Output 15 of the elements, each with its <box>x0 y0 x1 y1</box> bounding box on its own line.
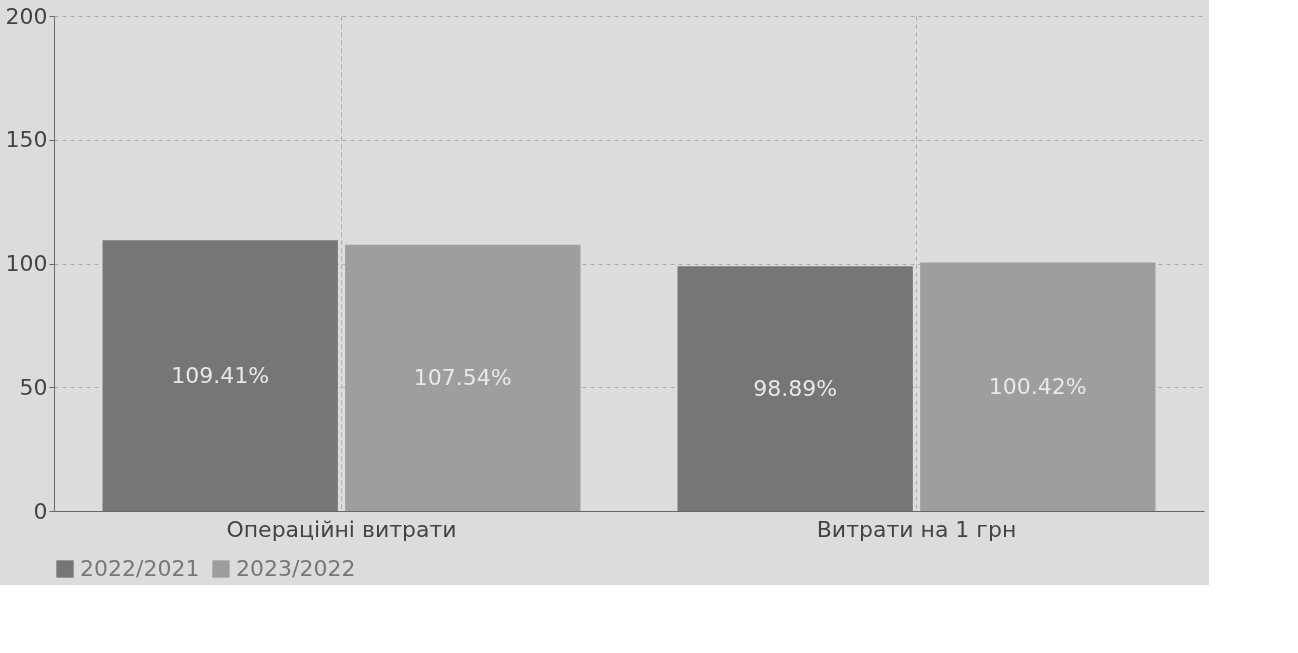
x-tick-label: Операційні витрати <box>226 516 457 542</box>
legend-label: 2023/2022 <box>236 556 356 581</box>
bar <box>677 266 913 511</box>
y-tick-label: 0 <box>33 498 48 524</box>
y-tick-label: 150 <box>5 127 48 153</box>
data-label: 109.41% <box>171 362 270 388</box>
y-tick-label: 200 <box>5 3 48 29</box>
data-label: 100.42% <box>988 373 1087 399</box>
y-tick-label: 50 <box>19 374 48 400</box>
legend-label: 2022/2021 <box>80 556 200 581</box>
x-tick-label: Витрати на 1 грн <box>816 516 1017 542</box>
data-label: 98.89% <box>753 375 838 401</box>
data-label: 107.54% <box>413 364 512 390</box>
bar <box>102 240 338 511</box>
y-tick-label: 100 <box>5 251 48 276</box>
